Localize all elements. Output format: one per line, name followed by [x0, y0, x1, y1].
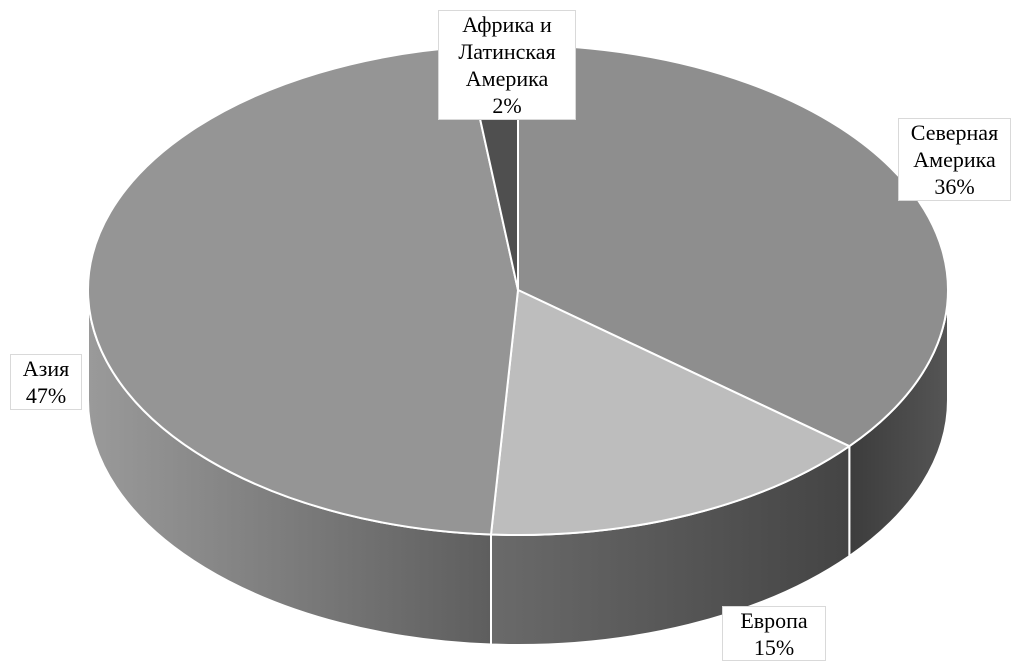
- data-label-asia: Азия 47%: [10, 354, 82, 410]
- label-percent: 15%: [753, 635, 795, 660]
- label-text: Северная: [910, 120, 999, 145]
- label-percent: 36%: [934, 174, 975, 199]
- pie-slice-asia: [87, 45, 519, 536]
- label-text: Азия: [22, 356, 70, 381]
- data-label-africa-latin-america: Африка и Латинская Америка 2%: [438, 10, 576, 120]
- pie-slice-europe: [490, 289, 851, 536]
- label-text: Европа: [740, 608, 808, 633]
- data-label-europe: Европа 15%: [722, 606, 826, 661]
- label-percent: 47%: [25, 383, 67, 408]
- label-text: Африка и: [462, 12, 552, 37]
- label-percent: 2%: [492, 93, 522, 118]
- label-text: Америка: [913, 147, 996, 172]
- label-text: Латинская: [458, 39, 556, 64]
- label-text: Америка: [465, 66, 549, 91]
- data-label-north-america: Северная Америка 36%: [898, 118, 1011, 201]
